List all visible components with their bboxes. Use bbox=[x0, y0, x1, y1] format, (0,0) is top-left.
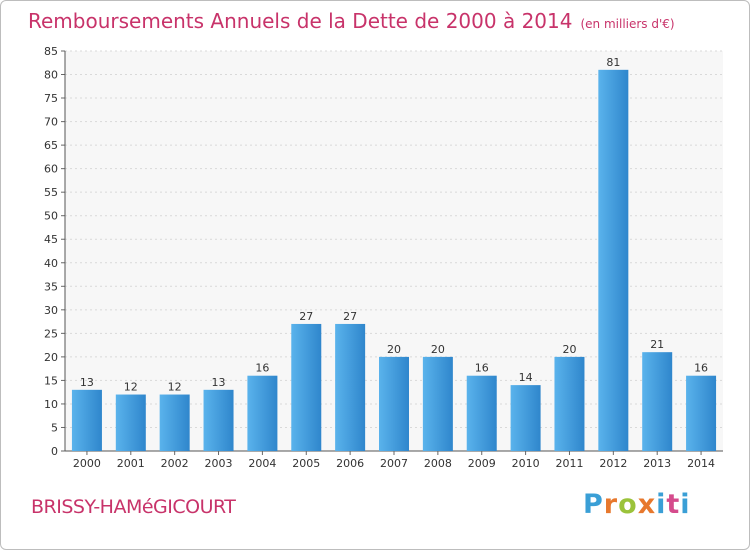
bar bbox=[247, 375, 278, 451]
x-tick-label: 2000 bbox=[73, 457, 101, 470]
proxiti-logo: Proxiti bbox=[583, 489, 691, 520]
data-label: 12 bbox=[168, 381, 182, 394]
x-tick-label: 2003 bbox=[205, 457, 233, 470]
data-label: 81 bbox=[606, 56, 620, 69]
y-tick-label: 5 bbox=[51, 421, 58, 434]
bar bbox=[510, 385, 541, 451]
y-tick-label: 35 bbox=[44, 280, 58, 293]
bar bbox=[71, 389, 102, 451]
bar bbox=[466, 375, 497, 451]
bar bbox=[291, 323, 322, 451]
y-tick-label: 70 bbox=[44, 116, 58, 129]
x-tick-label: 2010 bbox=[512, 457, 540, 470]
bar bbox=[159, 394, 190, 451]
x-tick-label: 2008 bbox=[424, 457, 452, 470]
chart-subtitle: (en milliers d'€) bbox=[580, 17, 675, 31]
data-label: 12 bbox=[124, 381, 138, 394]
x-tick-label: 2004 bbox=[248, 457, 276, 470]
x-tick-label: 2007 bbox=[380, 457, 408, 470]
data-label: 13 bbox=[80, 376, 94, 389]
x-tick-label: 2009 bbox=[468, 457, 496, 470]
y-tick-label: 50 bbox=[44, 210, 58, 223]
x-tick-label: 2006 bbox=[336, 457, 364, 470]
bar bbox=[335, 323, 366, 451]
y-tick-label: 65 bbox=[44, 139, 58, 152]
chart-title: Remboursements Annuels de la Dette de 20… bbox=[28, 9, 675, 33]
x-tick-label: 2013 bbox=[643, 457, 671, 470]
bar bbox=[598, 69, 629, 451]
bar bbox=[642, 352, 673, 451]
data-label: 20 bbox=[387, 343, 401, 356]
data-label: 27 bbox=[343, 310, 357, 323]
y-tick-label: 60 bbox=[44, 163, 58, 176]
data-label: 16 bbox=[475, 362, 489, 375]
y-tick-label: 40 bbox=[44, 257, 58, 270]
data-label: 21 bbox=[650, 338, 664, 351]
y-tick-label: 75 bbox=[44, 92, 58, 105]
data-label: 20 bbox=[562, 343, 576, 356]
data-label: 16 bbox=[694, 362, 708, 375]
y-tick-label: 10 bbox=[44, 398, 58, 411]
x-tick-label: 2012 bbox=[599, 457, 627, 470]
y-tick-label: 45 bbox=[44, 233, 58, 246]
bar bbox=[422, 356, 453, 451]
x-tick-label: 2011 bbox=[555, 457, 583, 470]
y-tick-label: 80 bbox=[44, 69, 58, 82]
data-label: 14 bbox=[519, 371, 533, 384]
bar bbox=[203, 389, 234, 451]
y-tick-label: 0 bbox=[51, 445, 58, 458]
y-tick-label: 15 bbox=[44, 374, 58, 387]
y-tick-label: 55 bbox=[44, 186, 58, 199]
y-tick-label: 20 bbox=[44, 351, 58, 364]
bar bbox=[686, 375, 717, 451]
y-tick-label: 25 bbox=[44, 327, 58, 340]
bar bbox=[379, 356, 409, 451]
bar bbox=[115, 394, 146, 451]
bar bbox=[554, 356, 585, 451]
x-tick-label: 2005 bbox=[292, 457, 320, 470]
data-label: 20 bbox=[431, 343, 445, 356]
data-label: 16 bbox=[255, 362, 269, 375]
y-tick-label: 85 bbox=[44, 45, 58, 58]
data-label: 27 bbox=[299, 310, 313, 323]
x-tick-label: 2002 bbox=[161, 457, 189, 470]
x-tick-label: 2001 bbox=[117, 457, 145, 470]
data-label: 13 bbox=[212, 376, 226, 389]
x-tick-label: 2014 bbox=[687, 457, 715, 470]
y-tick-label: 30 bbox=[44, 304, 58, 317]
town-name: BRISSY-HAMéGICOURT bbox=[31, 496, 236, 518]
